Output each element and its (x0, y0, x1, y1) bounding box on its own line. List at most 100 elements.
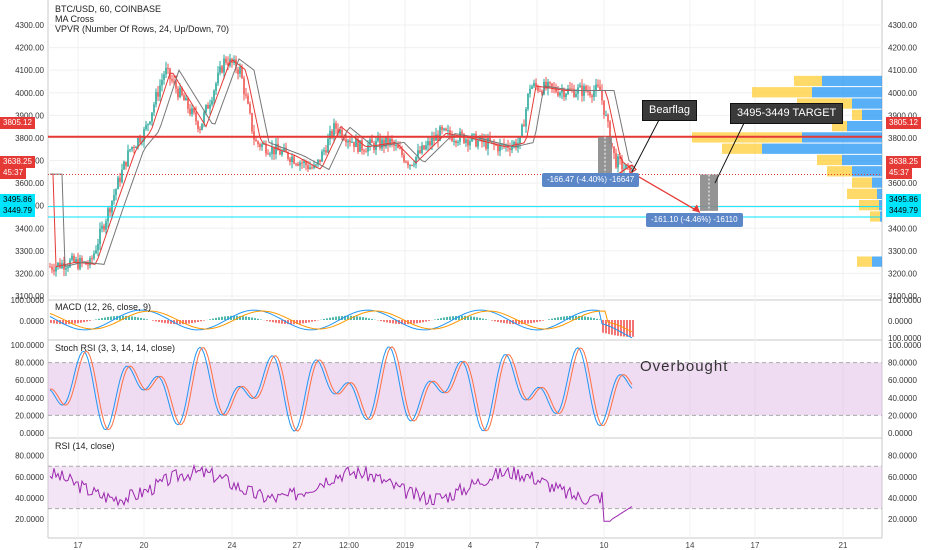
resistance-price-tag-right: 3805.12 (886, 117, 921, 129)
rsi-axis-label: 80.0000 (888, 452, 917, 461)
candle-body (559, 92, 561, 96)
macd-histogram-bar (188, 320, 190, 324)
candle-body (397, 145, 399, 149)
rsi-title: RSI (14, close) (55, 441, 115, 451)
candle-body (411, 164, 413, 166)
macd-histogram-bar (314, 320, 316, 322)
candle-body (265, 143, 267, 154)
candle-body (465, 139, 467, 143)
candle-body (389, 138, 391, 146)
vpvr-down-bar (852, 109, 862, 120)
candle-body (531, 86, 533, 89)
macd-histogram-bar (161, 320, 163, 323)
macd-histogram-bar (572, 315, 574, 320)
candle-body (139, 137, 141, 143)
candle-body (381, 139, 383, 149)
macd-histogram-bar (122, 315, 124, 320)
macd-histogram-bar (386, 320, 388, 323)
price-axis-label-right: 3800.00 (888, 134, 917, 143)
candle-body (563, 90, 565, 98)
candle-body (99, 228, 101, 245)
macd-histogram-bar (272, 320, 274, 323)
macd-histogram-bar (380, 320, 382, 322)
time-axis-label: 2019 (396, 541, 414, 550)
candle-body (405, 161, 407, 163)
time-axis-label: 20 (140, 541, 149, 550)
time-axis-label: 12:00 (339, 541, 360, 550)
macd-histogram-bar (257, 318, 259, 320)
candle-body (557, 91, 559, 96)
overbought-label: Overbought (640, 358, 729, 375)
candle-body (325, 150, 327, 153)
candle-body (109, 208, 111, 213)
macd-histogram-bar (80, 320, 82, 323)
macd-histogram-bar (509, 320, 511, 324)
vpvr-up-bar (872, 177, 882, 188)
candle-body (253, 131, 255, 140)
macd-histogram-bar (77, 320, 79, 324)
candle-body (275, 143, 277, 155)
macd-histogram-bar (629, 320, 631, 337)
candle-body (545, 81, 547, 89)
macd-histogram-bar (101, 318, 103, 320)
candle-body (257, 141, 259, 145)
macd-histogram-bar (95, 319, 97, 320)
macd-histogram-bar (200, 320, 202, 322)
vpvr-down-bar (832, 120, 847, 132)
macd-histogram-bar (143, 318, 145, 320)
candle-body (319, 159, 321, 162)
macd-histogram-bar (563, 316, 565, 320)
candle-body (131, 146, 133, 150)
macd-axis-label: 100.0000 (888, 296, 922, 305)
macd-histogram-bar (446, 316, 448, 320)
macd-histogram-bar (554, 317, 556, 320)
candle-body (215, 83, 217, 91)
candle-body (335, 123, 337, 129)
candle-body (107, 208, 109, 222)
rsi-line (49, 463, 633, 522)
candle-body (337, 128, 339, 134)
price-axis-label-right: 3600.00 (888, 179, 917, 188)
rsi-axis-label-left: 40.0000 (15, 494, 44, 503)
bearflag-pointer (631, 117, 661, 173)
candle-body (105, 221, 107, 230)
macd-histogram-bar (335, 316, 337, 320)
candle-body (203, 112, 205, 124)
macd-histogram-bar (518, 320, 520, 325)
stoch-axis-label-left: 0.0000 (20, 429, 45, 438)
candle-body (127, 150, 129, 167)
macd-histogram-bar (404, 320, 406, 325)
bearflag-callout: Bearflag (642, 100, 697, 121)
price-axis-label-left: 3300.00 (15, 247, 44, 256)
macd-histogram-bar (212, 318, 214, 320)
macd-histogram-bar (413, 320, 415, 324)
vpvr-up-bar (842, 154, 882, 166)
time-axis-label: 14 (686, 541, 695, 550)
candle-body (339, 129, 341, 134)
macd-histogram-bar (620, 320, 622, 337)
candle-body (261, 144, 263, 147)
macd-histogram-bar (332, 317, 334, 320)
candle-body (103, 225, 105, 230)
countdown-tag: 45:37 (0, 167, 27, 179)
candle-body (89, 258, 91, 266)
macd-histogram-bar (131, 316, 133, 320)
candle-body (329, 131, 331, 139)
candle-body (167, 67, 169, 69)
price-axis-label-left: 3200.00 (15, 269, 44, 278)
candle-body (101, 225, 103, 229)
candle-body (565, 93, 567, 98)
macd-histogram-bar (470, 316, 472, 320)
candle-body (129, 149, 131, 151)
rsi-axis-label-left: 80.0000 (15, 452, 44, 461)
price-axis-label-right: 3900.00 (888, 111, 917, 120)
macd-histogram-bar (485, 319, 487, 320)
stoch-axis-label-left: 80.0000 (15, 359, 44, 368)
candle-body (623, 168, 625, 170)
macd-histogram-bar (203, 320, 205, 321)
candle-body (315, 164, 317, 166)
macd-histogram-bar (473, 316, 475, 320)
candle-body (509, 147, 511, 151)
macd-histogram-bar (224, 316, 226, 320)
